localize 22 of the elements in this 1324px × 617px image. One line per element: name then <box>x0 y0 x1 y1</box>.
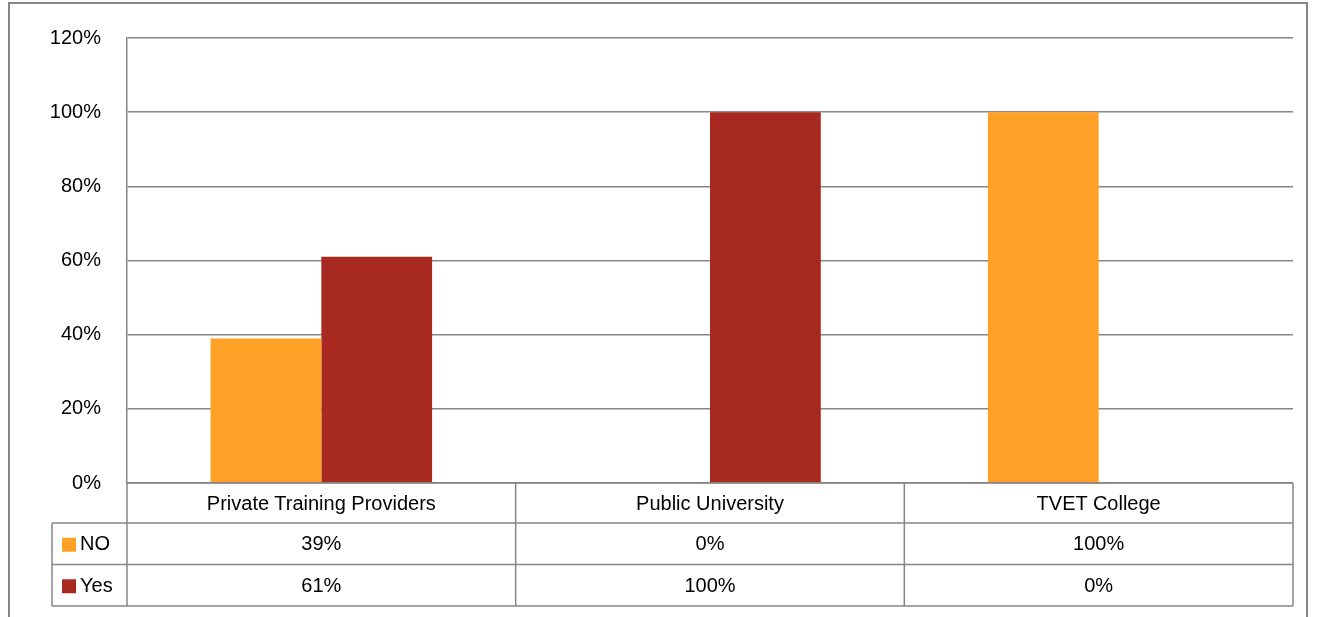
x-tick-label: TVET College <box>1036 491 1161 514</box>
data-label: 39% <box>301 532 342 555</box>
y-tick-label: 20% <box>60 396 102 419</box>
bar <box>321 256 433 483</box>
y-tick-label: 40% <box>60 322 102 345</box>
bar <box>210 338 322 483</box>
x-tick-label: Private Training Providers <box>206 491 436 514</box>
y-tick-label: 100% <box>49 99 102 122</box>
data-label: 0% <box>1084 573 1114 596</box>
y-tick-label: 120% <box>49 25 102 48</box>
data-label: 100% <box>1073 532 1125 555</box>
x-tick-label: Public University <box>636 491 784 514</box>
y-tick-label: 80% <box>60 173 102 196</box>
y-tick-label: 60% <box>60 248 102 271</box>
data-label: 100% <box>684 573 736 596</box>
legend-label: Yes <box>80 573 113 596</box>
bar <box>710 112 821 483</box>
y-tick-label: 0% <box>72 470 102 493</box>
legend-label: NO <box>80 532 110 555</box>
data-label: 61% <box>301 573 342 596</box>
bar <box>987 112 1099 483</box>
data-label: 0% <box>695 532 725 555</box>
